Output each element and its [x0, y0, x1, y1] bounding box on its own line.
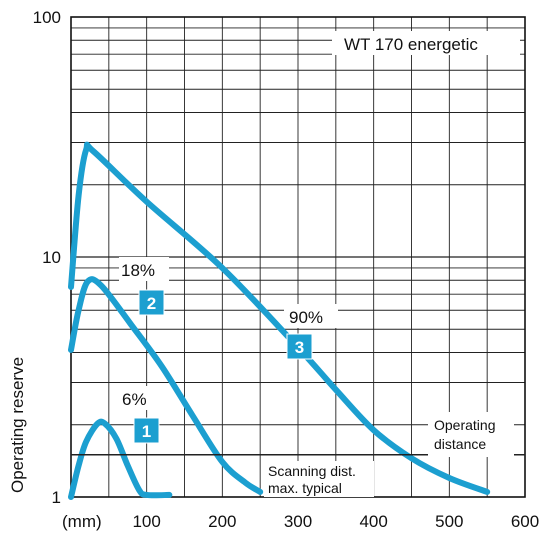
x-tick-label: 400: [359, 512, 387, 531]
series-badge-1-box: [133, 417, 160, 444]
series-badge-2-box: [138, 289, 165, 316]
operating-distance-label-line2: distance: [434, 436, 486, 452]
scanning-distance-label-line2: max. typical: [268, 480, 342, 496]
series-badge-2: 2: [147, 294, 156, 313]
chart-title: WT 170 energetic: [344, 35, 478, 54]
x-tick-label: 300: [284, 512, 312, 531]
series-badge-3: 3: [295, 338, 304, 357]
series-line-2: [68, 276, 264, 495]
x-tick-label: 200: [208, 512, 236, 531]
title-background: [332, 31, 520, 55]
y-tick-label: 1: [52, 488, 61, 507]
operating-distance-label-line1: Operating: [434, 417, 495, 433]
x-tick-label: 100: [132, 512, 160, 531]
series-line-1: [68, 418, 173, 500]
y-axis-label: Operating reserve: [8, 357, 27, 493]
series-label-bg-90: [284, 304, 338, 328]
series-label-6: 6%: [122, 390, 147, 409]
x-tick-label: 600: [511, 512, 539, 531]
series-badge-1: 1: [142, 422, 151, 441]
y-tick-labels: 1 10 100: [33, 8, 61, 507]
x-axis-unit: (mm): [62, 512, 102, 531]
series-label-90: 90%: [289, 308, 323, 327]
series-line-3: [68, 141, 491, 495]
x-tick-label: 500: [435, 512, 463, 531]
scanning-distance-label-bg: [264, 461, 374, 497]
series-badge-3-box: [286, 333, 313, 360]
x-tick-labels: 100 200 300 400 500 600: [132, 512, 539, 531]
y-tick-label: 100: [33, 8, 61, 27]
series-label-bg-18: [119, 257, 169, 281]
y-tick-label: 10: [42, 248, 61, 267]
operating-distance-label-bg: [428, 412, 514, 457]
series-label-18: 18%: [121, 261, 155, 280]
series-label-bg-6: [118, 386, 158, 410]
scanning-distance-label-line1: Scanning dist.: [268, 463, 356, 479]
series-curves: [68, 141, 491, 500]
